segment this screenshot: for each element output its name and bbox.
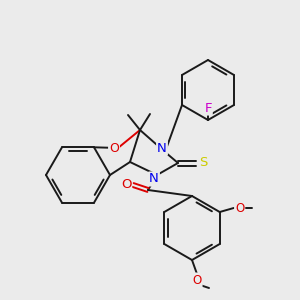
Text: F: F [204,101,212,115]
Text: O: O [109,142,119,155]
Text: N: N [157,142,167,154]
Text: S: S [199,157,207,169]
Text: O: O [192,274,202,286]
Text: O: O [235,202,244,214]
Text: N: N [149,172,159,185]
Text: O: O [121,178,131,190]
